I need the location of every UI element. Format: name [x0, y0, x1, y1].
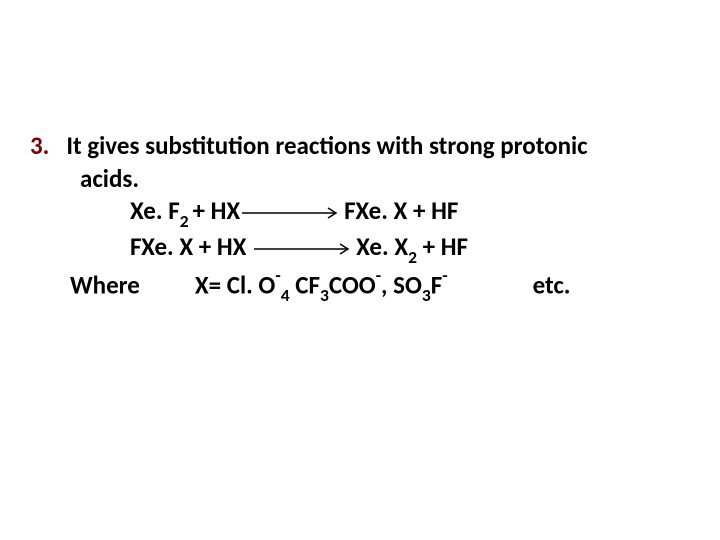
coo: COO — [329, 269, 376, 300]
where-line: WhereX= Cl. O-4 CF3COO-, SO3F-etc. — [30, 267, 690, 305]
eq2-sub: 2 — [408, 246, 417, 268]
eq1-lhs-a: Xe. F — [130, 195, 180, 226]
coo-sup: - — [376, 264, 381, 286]
statement-part-1: It gives substitution reactions with str… — [66, 130, 587, 161]
slide-content: 3. It gives substitution reactions with … — [30, 130, 690, 305]
item-number: 3. — [30, 130, 49, 163]
eq1-lhs-b: + HX — [193, 195, 241, 226]
eq2-rhs-a: Xe. X — [356, 231, 408, 262]
x-equals: X= Cl. O — [195, 269, 275, 300]
heading-line-2: acids. — [30, 163, 690, 196]
clo-sup: - — [275, 264, 280, 286]
equation-1: Xe. F2 + HX FXe. X + HF — [30, 195, 690, 231]
heading-line-1: 3. It gives substitution reactions with … — [30, 130, 690, 163]
eq2-lhs: FXe. X + HX — [130, 231, 252, 262]
eq2-rhs-b: + HF — [417, 231, 468, 262]
equation-2: FXe. X + HX Xe. X2 + HF — [30, 231, 690, 267]
comma-so: , SO — [381, 269, 422, 300]
eq1-sub: 2 — [180, 210, 193, 232]
eq1-rhs: FXe. X + HF — [344, 195, 458, 226]
statement-part-2: acids. — [80, 163, 139, 194]
f-text: F — [431, 269, 442, 300]
f-sup: - — [442, 264, 447, 286]
sp1: CF — [290, 269, 320, 300]
where-label: Where — [70, 269, 140, 300]
clo-sub: 4 — [281, 284, 290, 306]
arrow-icon — [242, 206, 342, 220]
cf-sub: 3 — [320, 284, 329, 306]
so-sub: 3 — [422, 284, 431, 306]
arrow-icon — [254, 242, 354, 256]
etc-text: etc. — [533, 269, 571, 300]
